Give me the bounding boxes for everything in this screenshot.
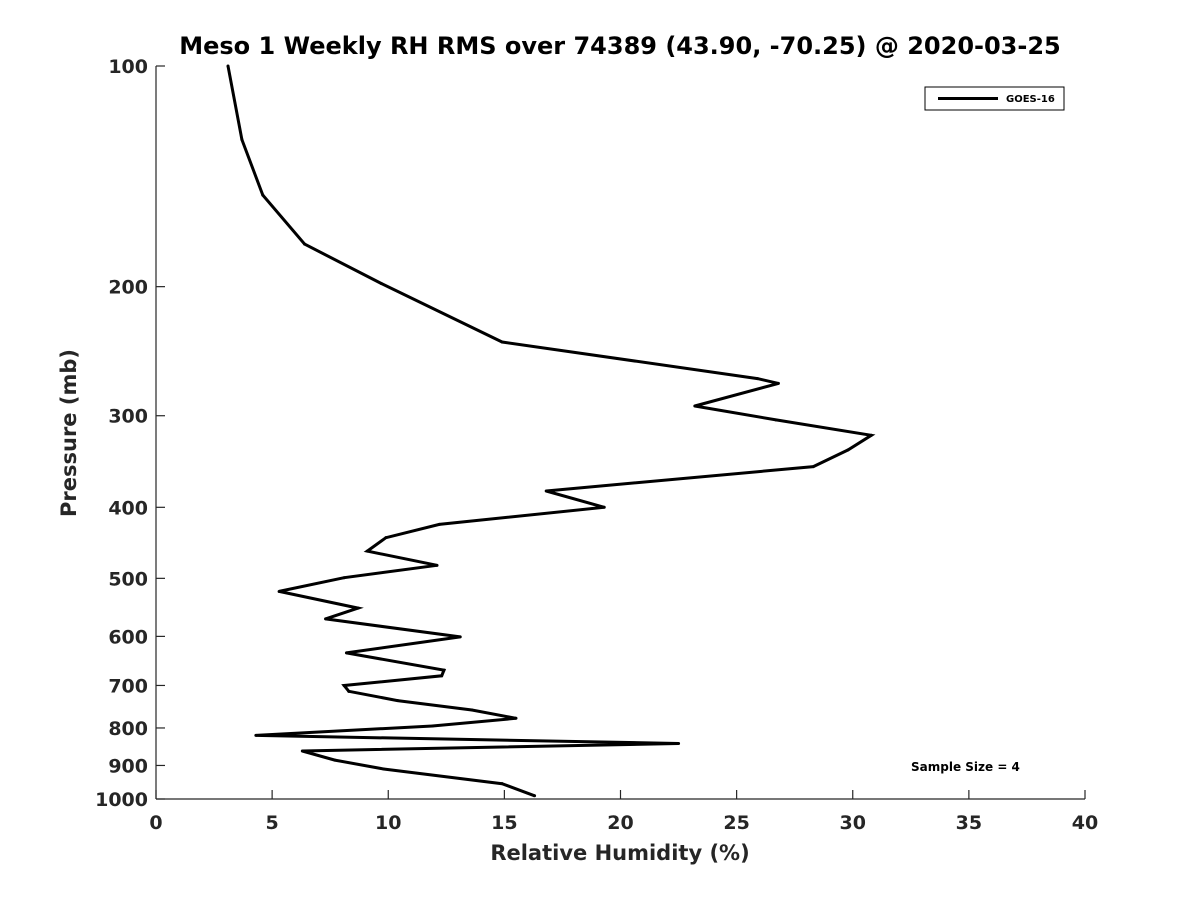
x-tick-label: 25 <box>723 812 749 834</box>
data-point <box>384 536 388 540</box>
data-point <box>396 699 400 703</box>
data-point <box>514 716 518 720</box>
data-point <box>240 138 244 142</box>
data-point <box>254 733 258 737</box>
x-tick-label: 0 <box>149 812 162 834</box>
data-point <box>776 381 780 385</box>
data-point <box>602 505 606 509</box>
sample-size-annotation: Sample Size = 4 <box>911 760 1020 774</box>
legend: GOES-16 <box>924 86 1065 111</box>
data-point <box>379 281 383 285</box>
data-point <box>277 589 281 593</box>
x-tick-label: 5 <box>266 812 279 834</box>
y-tick-label: 600 <box>108 626 148 648</box>
axes <box>155 66 1085 800</box>
data-point <box>693 404 697 408</box>
data-point <box>347 689 351 693</box>
data-point <box>382 767 386 771</box>
x-axis-ticks: 0 5 10 15 20 25 30 35 40 <box>149 790 1098 834</box>
x-tick-label: 20 <box>607 812 633 834</box>
x-tick-label: 35 <box>956 812 982 834</box>
y-tick-label: 900 <box>108 755 148 777</box>
data-point <box>774 418 778 422</box>
data-point <box>333 758 337 762</box>
data-point <box>677 741 681 745</box>
x-axis-label: Relative Humidity (%) <box>490 841 749 865</box>
data-point <box>440 674 444 678</box>
y-tick-label: 200 <box>108 277 148 299</box>
x-tick-label: 40 <box>1072 812 1098 834</box>
data-point <box>344 651 348 655</box>
data-point <box>869 433 873 437</box>
y-axis-ticks: 100 200 300 400 500 600 700 800 900 1000 <box>95 56 165 811</box>
y-tick-label: 700 <box>108 675 148 697</box>
data-point <box>846 448 850 452</box>
x-tick-label: 15 <box>491 812 517 834</box>
y-tick-label: 300 <box>108 406 148 428</box>
data-point <box>458 635 462 639</box>
data-point <box>356 606 360 610</box>
y-tick-label: 1000 <box>95 789 148 811</box>
data-point <box>533 794 537 798</box>
data-point <box>300 749 304 753</box>
data-point <box>342 683 346 687</box>
data-point <box>437 522 441 526</box>
data-point <box>544 489 548 493</box>
data-point <box>365 549 369 553</box>
chart-title: Meso 1 Weekly RH RMS over 74389 (43.90, … <box>179 32 1061 60</box>
series-group <box>226 64 876 798</box>
data-point <box>442 668 446 672</box>
data-point <box>324 617 328 621</box>
x-tick-label: 30 <box>840 812 866 834</box>
data-point <box>226 64 230 68</box>
data-point <box>470 708 474 712</box>
y-axis-label: Pressure (mb) <box>57 349 81 517</box>
data-point <box>756 377 760 381</box>
x-tick-label: 10 <box>375 812 401 834</box>
data-point <box>261 193 265 197</box>
data-point <box>303 242 307 246</box>
legend-label-goes16: GOES-16 <box>1006 94 1055 105</box>
data-point <box>342 576 346 580</box>
y-tick-label: 500 <box>108 568 148 590</box>
y-tick-label: 100 <box>108 56 148 78</box>
data-point <box>500 340 504 344</box>
data-point <box>430 724 434 728</box>
data-point <box>500 782 504 786</box>
y-tick-label: 400 <box>108 497 148 519</box>
data-point <box>811 465 815 469</box>
series-line-goes-16 <box>226 65 876 798</box>
data-point <box>435 563 439 567</box>
y-tick-label: 800 <box>108 718 148 740</box>
